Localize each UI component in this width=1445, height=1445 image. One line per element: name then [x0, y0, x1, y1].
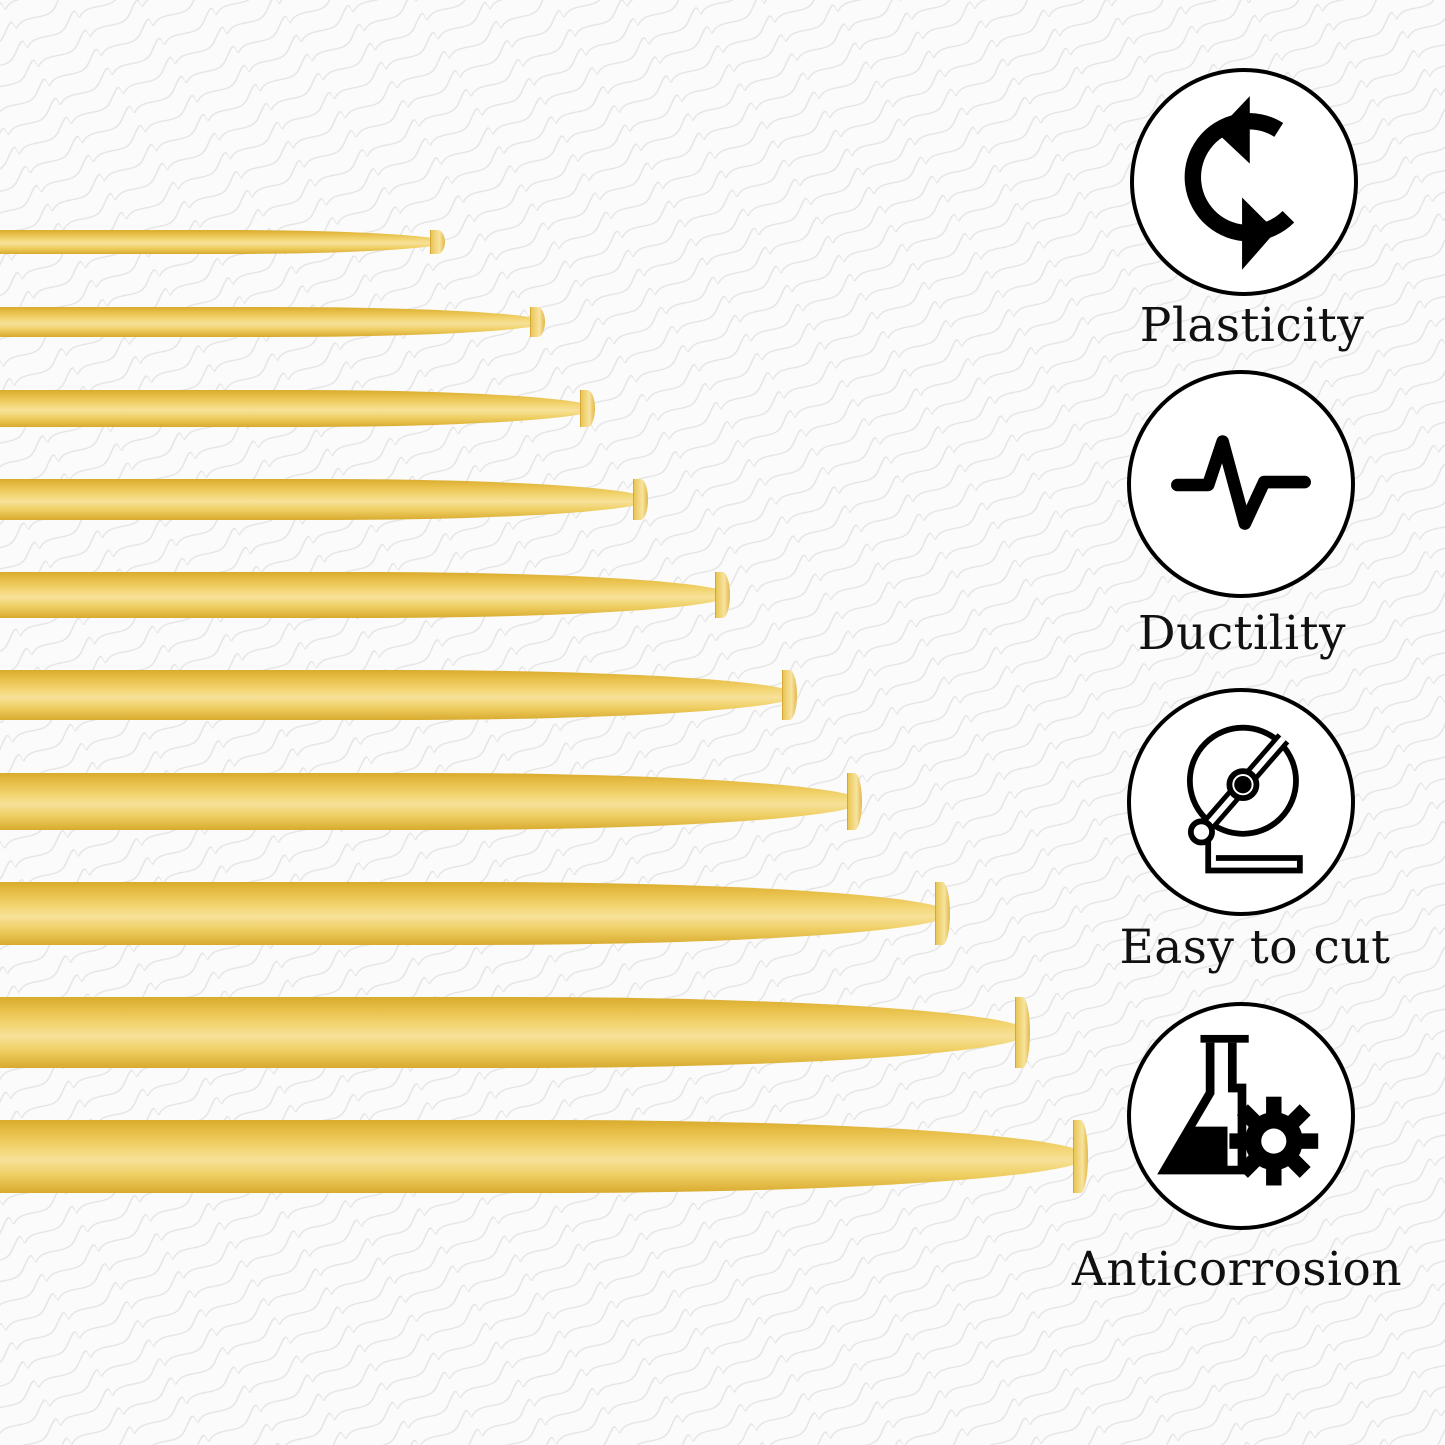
brass-rod-2	[0, 307, 545, 337]
brass-rod-1	[0, 230, 445, 254]
brass-rod-4	[0, 479, 648, 520]
pulse-wave-icon	[1127, 370, 1355, 598]
brass-rod-8	[0, 882, 950, 945]
brass-rod-7	[0, 773, 862, 830]
refresh-arrows-icon	[1130, 68, 1358, 296]
feature-label-ductility: Ductility	[1137, 606, 1347, 661]
feature-label-easy-to-cut: Easy to cut	[1119, 920, 1391, 975]
brass-rod-3	[0, 390, 595, 427]
cutting-saw-icon	[1127, 688, 1355, 916]
brass-rod-6	[0, 670, 797, 720]
flask-gear-icon	[1127, 1002, 1355, 1230]
brass-rod-10	[0, 1120, 1088, 1193]
brass-rod-9	[0, 997, 1030, 1068]
feature-label-plasticity: Plasticity	[1139, 298, 1365, 353]
feature-label-anticorrosion: Anticorrosion	[1071, 1242, 1403, 1297]
brass-rod-5	[0, 572, 730, 618]
